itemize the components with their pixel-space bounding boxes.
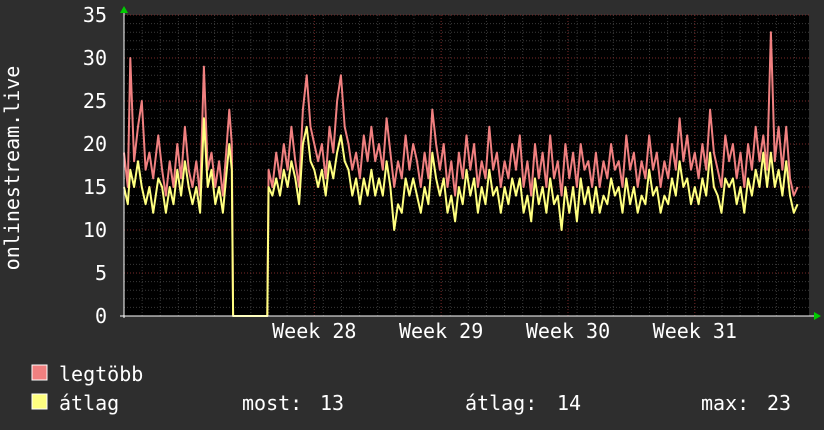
y-tick-label: 5 — [95, 261, 107, 285]
legend-swatch-legtobb — [31, 364, 48, 381]
stat-most-label: most: — [242, 391, 302, 415]
x-tick-label: Week 30 — [526, 319, 610, 343]
stat-atlag-value: 14 — [557, 391, 581, 415]
legend-swatch-atlag — [31, 393, 48, 410]
stat-most-value: 13 — [320, 391, 344, 415]
y-tick-label: 20 — [83, 132, 107, 156]
series-line-legtobb — [123, 31, 799, 317]
series-layer — [123, 31, 799, 317]
y-tick-label: 10 — [83, 218, 107, 242]
y-axis-title: onlinestream.live — [0, 66, 24, 271]
x-tick-label: Week 29 — [399, 319, 483, 343]
legend-label-atlag: átlag — [59, 391, 119, 415]
axes — [120, 6, 821, 320]
y-tick-label: 15 — [83, 175, 107, 199]
x-tick-label: Week 28 — [272, 319, 356, 343]
legend: legtöbb átlag most: 13 átlag: 14 max: 23 — [31, 362, 791, 415]
y-tick-label: 30 — [83, 46, 107, 70]
legend-label-legtobb: legtöbb — [59, 362, 143, 386]
y-tick-label: 0 — [95, 304, 107, 328]
series-line-atlag — [123, 117, 799, 317]
y-tick-label: 35 — [83, 3, 107, 27]
stat-max-label: max: — [701, 391, 749, 415]
x-tick-label: Week 31 — [653, 319, 737, 343]
stat-atlag-label: átlag: — [465, 391, 537, 415]
x-tick-labels: Week 28 Week 29 Week 30 Week 31 — [272, 319, 737, 343]
y-axis-arrow-icon — [120, 6, 128, 13]
stat-max-value: 23 — [767, 391, 791, 415]
y-tick-labels: 0 5 10 15 20 25 30 35 — [83, 3, 107, 328]
y-tick-label: 25 — [83, 89, 107, 113]
x-axis-arrow-icon — [814, 312, 821, 320]
